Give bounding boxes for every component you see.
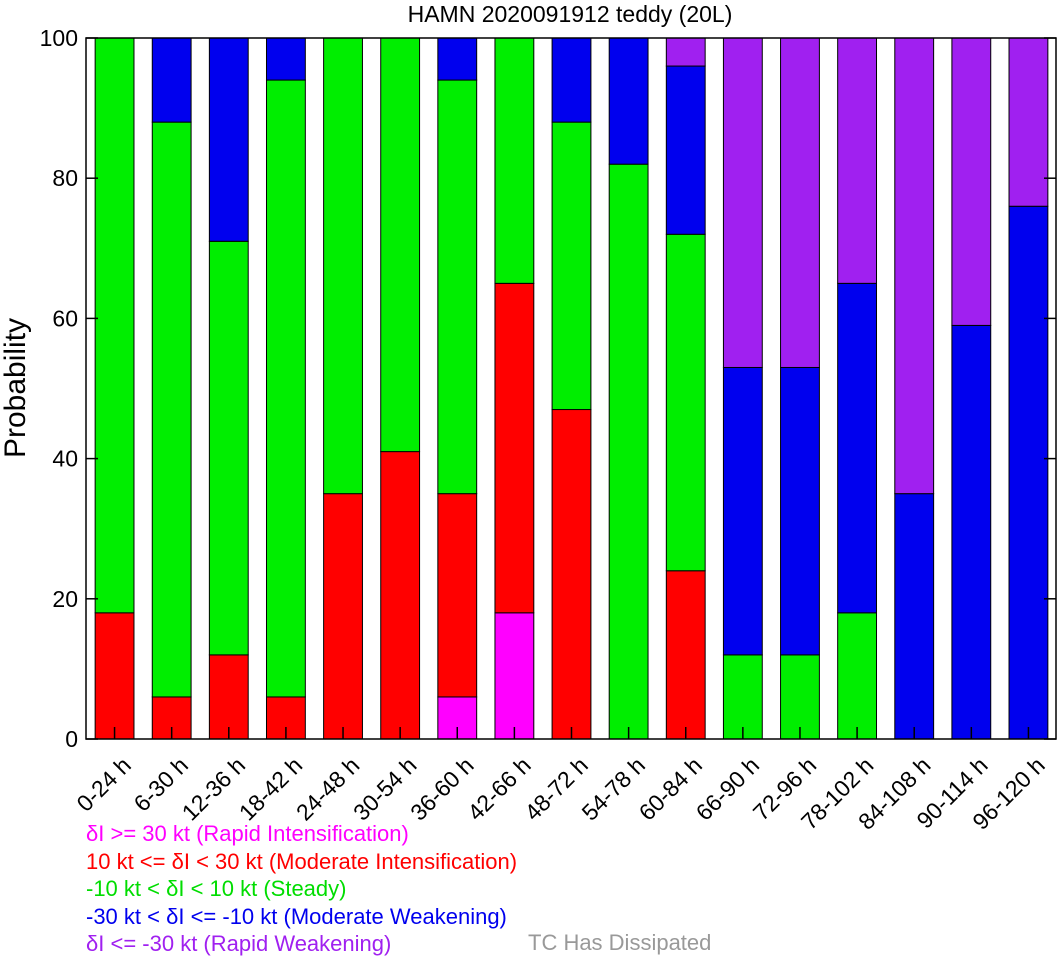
- bar-segment-0-24h-series-1: [94, 612, 135, 740]
- legend-entry-steady: -10 kt < δI < 10 kt (Steady): [86, 876, 347, 901]
- x-tick-label-6: 36-60 h: [405, 752, 479, 826]
- bar-segment-96-120h-series-4: [1008, 37, 1049, 207]
- bar-segment-72-96h-series-3: [780, 366, 820, 656]
- bar-segment-42-66h-series-0: [494, 612, 535, 740]
- bar-segment-24-48h-series-2: [323, 37, 363, 495]
- bar-segment-66-90h-series-4: [722, 37, 763, 368]
- y-axis-label: Probability: [0, 318, 32, 458]
- chart-title: HAMN 2020091912 teddy (20L): [408, 1, 733, 27]
- x-tick-label-7: 42-66 h: [462, 752, 536, 826]
- bar-segment-48-72h-series-3: [551, 37, 592, 123]
- x-axis-ticks: 0-24 h6-30 h12-36 h18-42 h24-48 h30-54 h…: [71, 727, 1050, 835]
- y-tick-label-0: 0: [65, 726, 78, 752]
- bar-segment-60-84h-series-3: [665, 65, 706, 235]
- bar-group: [94, 37, 1049, 740]
- bar-segment-36-60h-series-3: [437, 37, 478, 81]
- bar-segment-30-54h-series-1: [380, 451, 421, 740]
- x-tick-label-11: 66-90 h: [691, 752, 765, 826]
- x-tick-label-9: 54-78 h: [576, 752, 650, 826]
- bar-segment-84-108h-series-4: [894, 37, 935, 495]
- legend: δI >= 30 kt (Rapid Intensification) 10 k…: [86, 820, 517, 958]
- x-tick-label-3: 18-42 h: [234, 752, 308, 826]
- bar-segment-18-42h-series-3: [265, 37, 306, 81]
- legend-entry-rapid-intensification: δI >= 30 kt (Rapid Intensification): [86, 821, 409, 846]
- bar-segment-48-72h-series-1: [551, 409, 592, 740]
- bar-segment-24-48h-series-1: [323, 493, 363, 740]
- bar-segment-60-84h-series-2: [665, 233, 706, 572]
- bar-segment-78-102h-series-3: [837, 282, 878, 614]
- bar-segment-36-60h-series-1: [437, 493, 478, 698]
- x-tick-label-10: 60-84 h: [634, 752, 708, 826]
- y-tick-label-60: 60: [52, 305, 78, 331]
- legend-entry-dissipated: TC Has Dissipated: [528, 930, 712, 955]
- bar-segment-96-120h-series-3: [1008, 205, 1049, 740]
- bar-segment-0-24h-series-2: [94, 37, 135, 614]
- bar-segment-90-114h-series-3: [951, 324, 992, 740]
- bar-segment-48-72h-series-2: [551, 121, 592, 411]
- x-tick-label-2: 12-36 h: [177, 752, 251, 826]
- bar-segment-60-84h-series-4: [665, 37, 706, 67]
- bar-segment-60-84h-series-1: [665, 570, 706, 740]
- legend-entry-moderate-intensification: 10 kt <= δI < 30 kt (Moderate Intensific…: [86, 848, 518, 874]
- y-tick-label-20: 20: [52, 586, 78, 612]
- bar-segment-54-78h-series-2: [608, 163, 649, 740]
- x-tick-label-5: 30-54 h: [348, 752, 422, 826]
- bar-segment-54-78h-series-3: [608, 37, 649, 165]
- bar-segment-6-30h-series-3: [151, 37, 192, 123]
- x-tick-label-4: 24-48 h: [291, 752, 365, 826]
- bar-segment-72-96h-series-4: [780, 37, 820, 368]
- bar-segment-42-66h-series-1: [494, 282, 535, 614]
- bar-segment-78-102h-series-4: [837, 37, 878, 284]
- bar-segment-6-30h-series-2: [151, 121, 192, 698]
- x-tick-label-0: 0-24 h: [71, 752, 136, 817]
- bar-segment-12-36h-series-1: [208, 654, 249, 740]
- bar-segment-30-54h-series-2: [380, 37, 421, 453]
- y-tick-label-100: 100: [40, 25, 78, 51]
- bar-segment-18-42h-series-2: [265, 79, 306, 698]
- legend-entry-rapid-weakening: δI <= -30 kt (Rapid Weakening): [86, 931, 392, 956]
- legend-entry-moderate-weakening: -30 kt < δI <= -10 kt (Moderate Weakenin…: [86, 903, 507, 929]
- bar-segment-66-90h-series-3: [722, 366, 763, 656]
- bar-segment-84-108h-series-3: [894, 493, 935, 740]
- bar-segment-78-102h-series-2: [837, 612, 878, 740]
- bar-segment-90-114h-series-4: [951, 37, 992, 326]
- bar-segment-12-36h-series-2: [208, 240, 249, 656]
- bar-segment-66-90h-series-2: [722, 654, 763, 740]
- bar-segment-12-36h-series-3: [208, 37, 249, 242]
- x-tick-label-8: 48-72 h: [519, 752, 593, 826]
- y-tick-label-80: 80: [52, 165, 78, 191]
- bar-segment-72-96h-series-2: [780, 654, 820, 740]
- bar-segment-42-66h-series-2: [494, 37, 535, 284]
- bar-segment-36-60h-series-2: [437, 79, 478, 495]
- y-tick-label-40: 40: [52, 446, 78, 472]
- y-axis-ticks: 0 20 40 60 80 100: [40, 25, 1056, 752]
